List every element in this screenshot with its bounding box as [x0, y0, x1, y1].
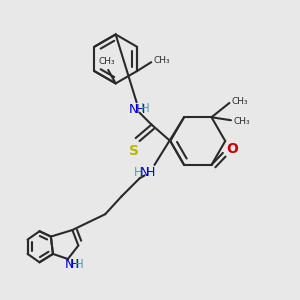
Text: O: O: [226, 142, 238, 156]
Text: CH₃: CH₃: [232, 97, 248, 106]
Text: H: H: [136, 103, 145, 116]
Text: CH₃: CH₃: [154, 56, 170, 65]
Text: N: N: [65, 259, 74, 272]
Text: H: H: [75, 259, 84, 272]
Text: CH₃: CH₃: [98, 57, 115, 66]
Text: CH₃: CH₃: [233, 117, 250, 126]
Text: H: H: [146, 166, 155, 179]
Text: H: H: [70, 259, 79, 272]
Text: H: H: [141, 102, 150, 115]
Text: S: S: [129, 144, 139, 158]
Text: H: H: [134, 166, 142, 179]
Text: N: N: [128, 103, 138, 116]
Text: N: N: [139, 166, 149, 179]
